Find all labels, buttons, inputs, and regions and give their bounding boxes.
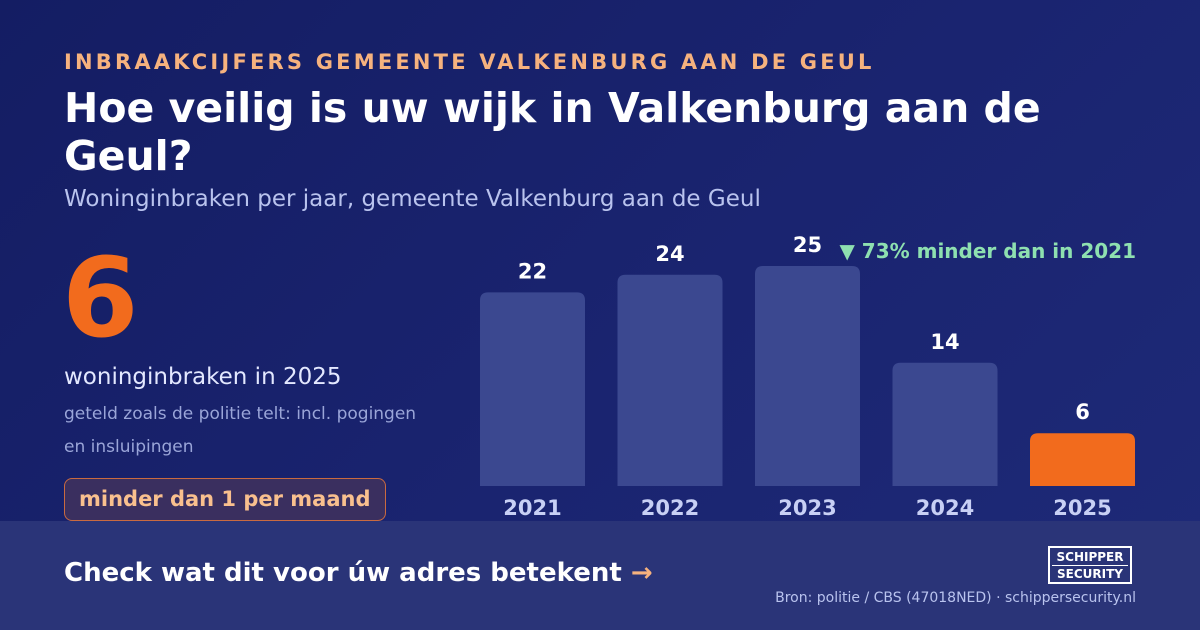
data-label-2022: 24 <box>655 242 684 266</box>
source-note: Bron: politie / CBS (47018NED) · schippe… <box>775 590 1136 606</box>
bar-2024 <box>892 362 998 486</box>
bar-2023 <box>755 266 860 486</box>
tick-label-2024: 2024 <box>916 496 974 520</box>
data-label-2023: 25 <box>793 233 822 257</box>
bar-2021 <box>480 292 585 486</box>
logo-line-2: SECURITY <box>1052 565 1128 582</box>
tick-label-2025: 2025 <box>1053 496 1111 520</box>
cta-link[interactable]: Check wat dit voor úw adres betekent → <box>64 558 653 588</box>
data-label-2025: 6 <box>1075 400 1090 424</box>
arrow-right-icon: → <box>630 558 653 588</box>
tick-label-2022: 2022 <box>641 496 699 520</box>
highlight-pill: minder dan 1 per maand <box>64 478 386 521</box>
bar-chart: 22 2021 24 2022 25 2023 14 2024 6 2025 ▼ 73% minde… <box>480 233 1136 520</box>
logo-line-1: SCHIPPER <box>1056 550 1124 564</box>
annotation-decrease: ▼ 73% minder dan in 2021 <box>839 239 1136 263</box>
bar-2022 <box>617 274 723 486</box>
eyebrow-title: INBRAAKCIJFERS GEMEENTE VALKENBURG AAN D… <box>64 50 875 74</box>
data-label-2024: 14 <box>930 330 959 354</box>
footer-bar <box>0 521 1200 630</box>
highlight-label: woninginbraken in 2025 <box>64 364 342 390</box>
tick-label-2023: 2023 <box>778 496 836 520</box>
bar-2025 <box>1030 433 1135 486</box>
highlight-number: 6 <box>62 234 139 362</box>
highlight-note: geteld zoals de politie telt: incl. pogi… <box>64 404 417 457</box>
schipper-security-logo: SCHIPPER SECURITY <box>1048 546 1132 584</box>
data-label-2021: 22 <box>518 259 547 283</box>
page-title: Hoe veilig is uw wijk in Valkenburg aan … <box>64 84 1041 180</box>
cta-text: Check wat dit voor úw adres betekent <box>64 558 622 588</box>
subtitle: Woninginbraken per jaar, gemeente Valken… <box>64 186 761 212</box>
tick-label-2021: 2021 <box>503 496 561 520</box>
